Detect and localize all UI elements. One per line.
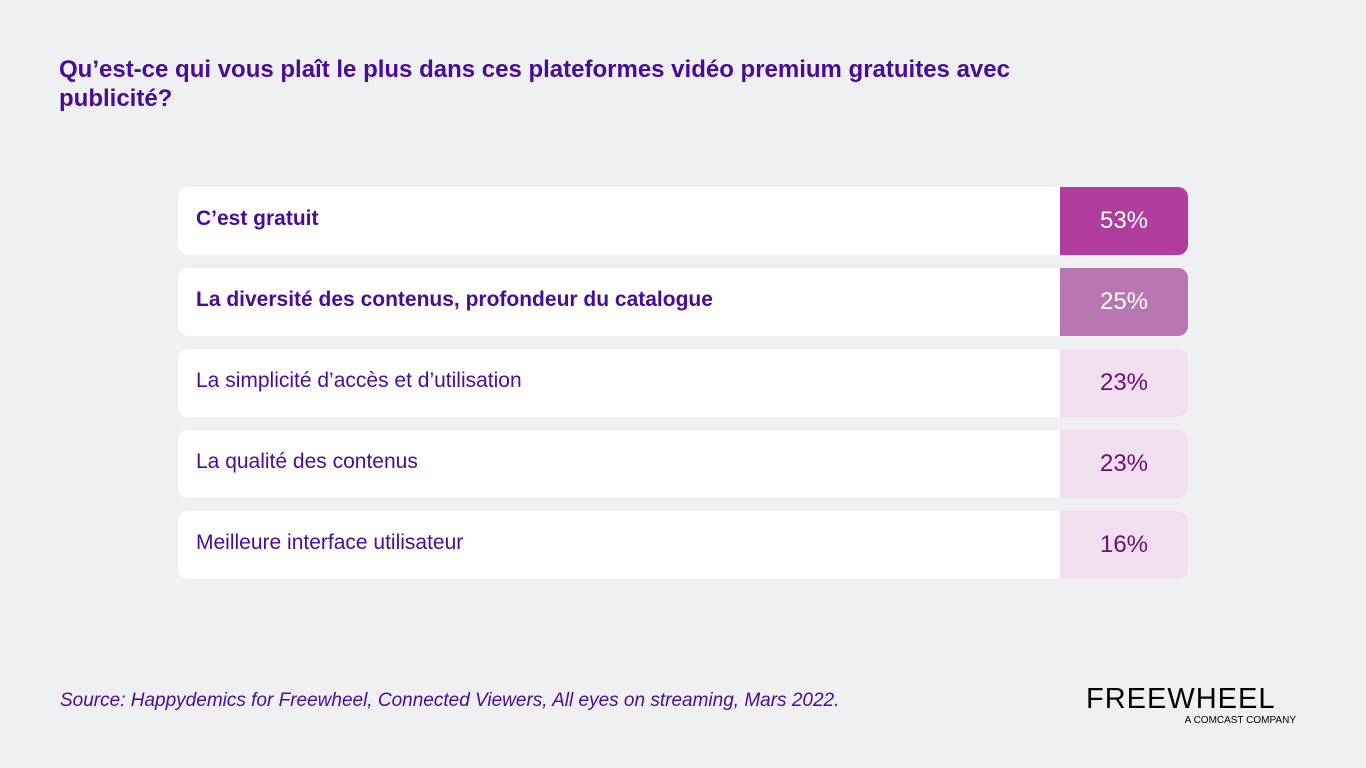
- table-row: La simplicité d’accès et d’utilisation 23…: [178, 349, 1188, 417]
- row-value: 53%: [1060, 187, 1188, 255]
- row-value: 23%: [1060, 430, 1188, 498]
- row-label: La diversité des contenus, profondeur du…: [196, 288, 713, 311]
- table-row: La diversité des contenus, profondeur du…: [178, 268, 1188, 336]
- freewheel-logo: FREEWHEEL A COMCAST COMPANY: [1086, 684, 1298, 727]
- row-value: 25%: [1060, 268, 1188, 336]
- results-table: C’est gratuit 53% La diversité des contenu…: [178, 187, 1188, 592]
- row-label: La simplicité d’accès et d’utilisation: [196, 369, 522, 392]
- source-note: Source: Happydemics for Freewheel, Conne…: [60, 690, 840, 711]
- logo-tagline: A COMCAST COMPANY: [1184, 715, 1296, 726]
- table-row: Meilleure interface utilisateur 16%: [178, 511, 1188, 579]
- row-label: C’est gratuit: [196, 207, 319, 230]
- row-value: 16%: [1060, 511, 1188, 579]
- row-value: 23%: [1060, 349, 1188, 417]
- table-row: La qualité des contenus 23%: [178, 430, 1188, 498]
- row-label: La qualité des contenus: [196, 450, 418, 473]
- table-row: C’est gratuit 53%: [178, 187, 1188, 255]
- logo-brand: FREEWHEEL: [1086, 683, 1276, 715]
- row-label: Meilleure interface utilisateur: [196, 531, 464, 554]
- chart-title: Qu’est-ce qui vous plaît le plus dans ce…: [59, 56, 1010, 112]
